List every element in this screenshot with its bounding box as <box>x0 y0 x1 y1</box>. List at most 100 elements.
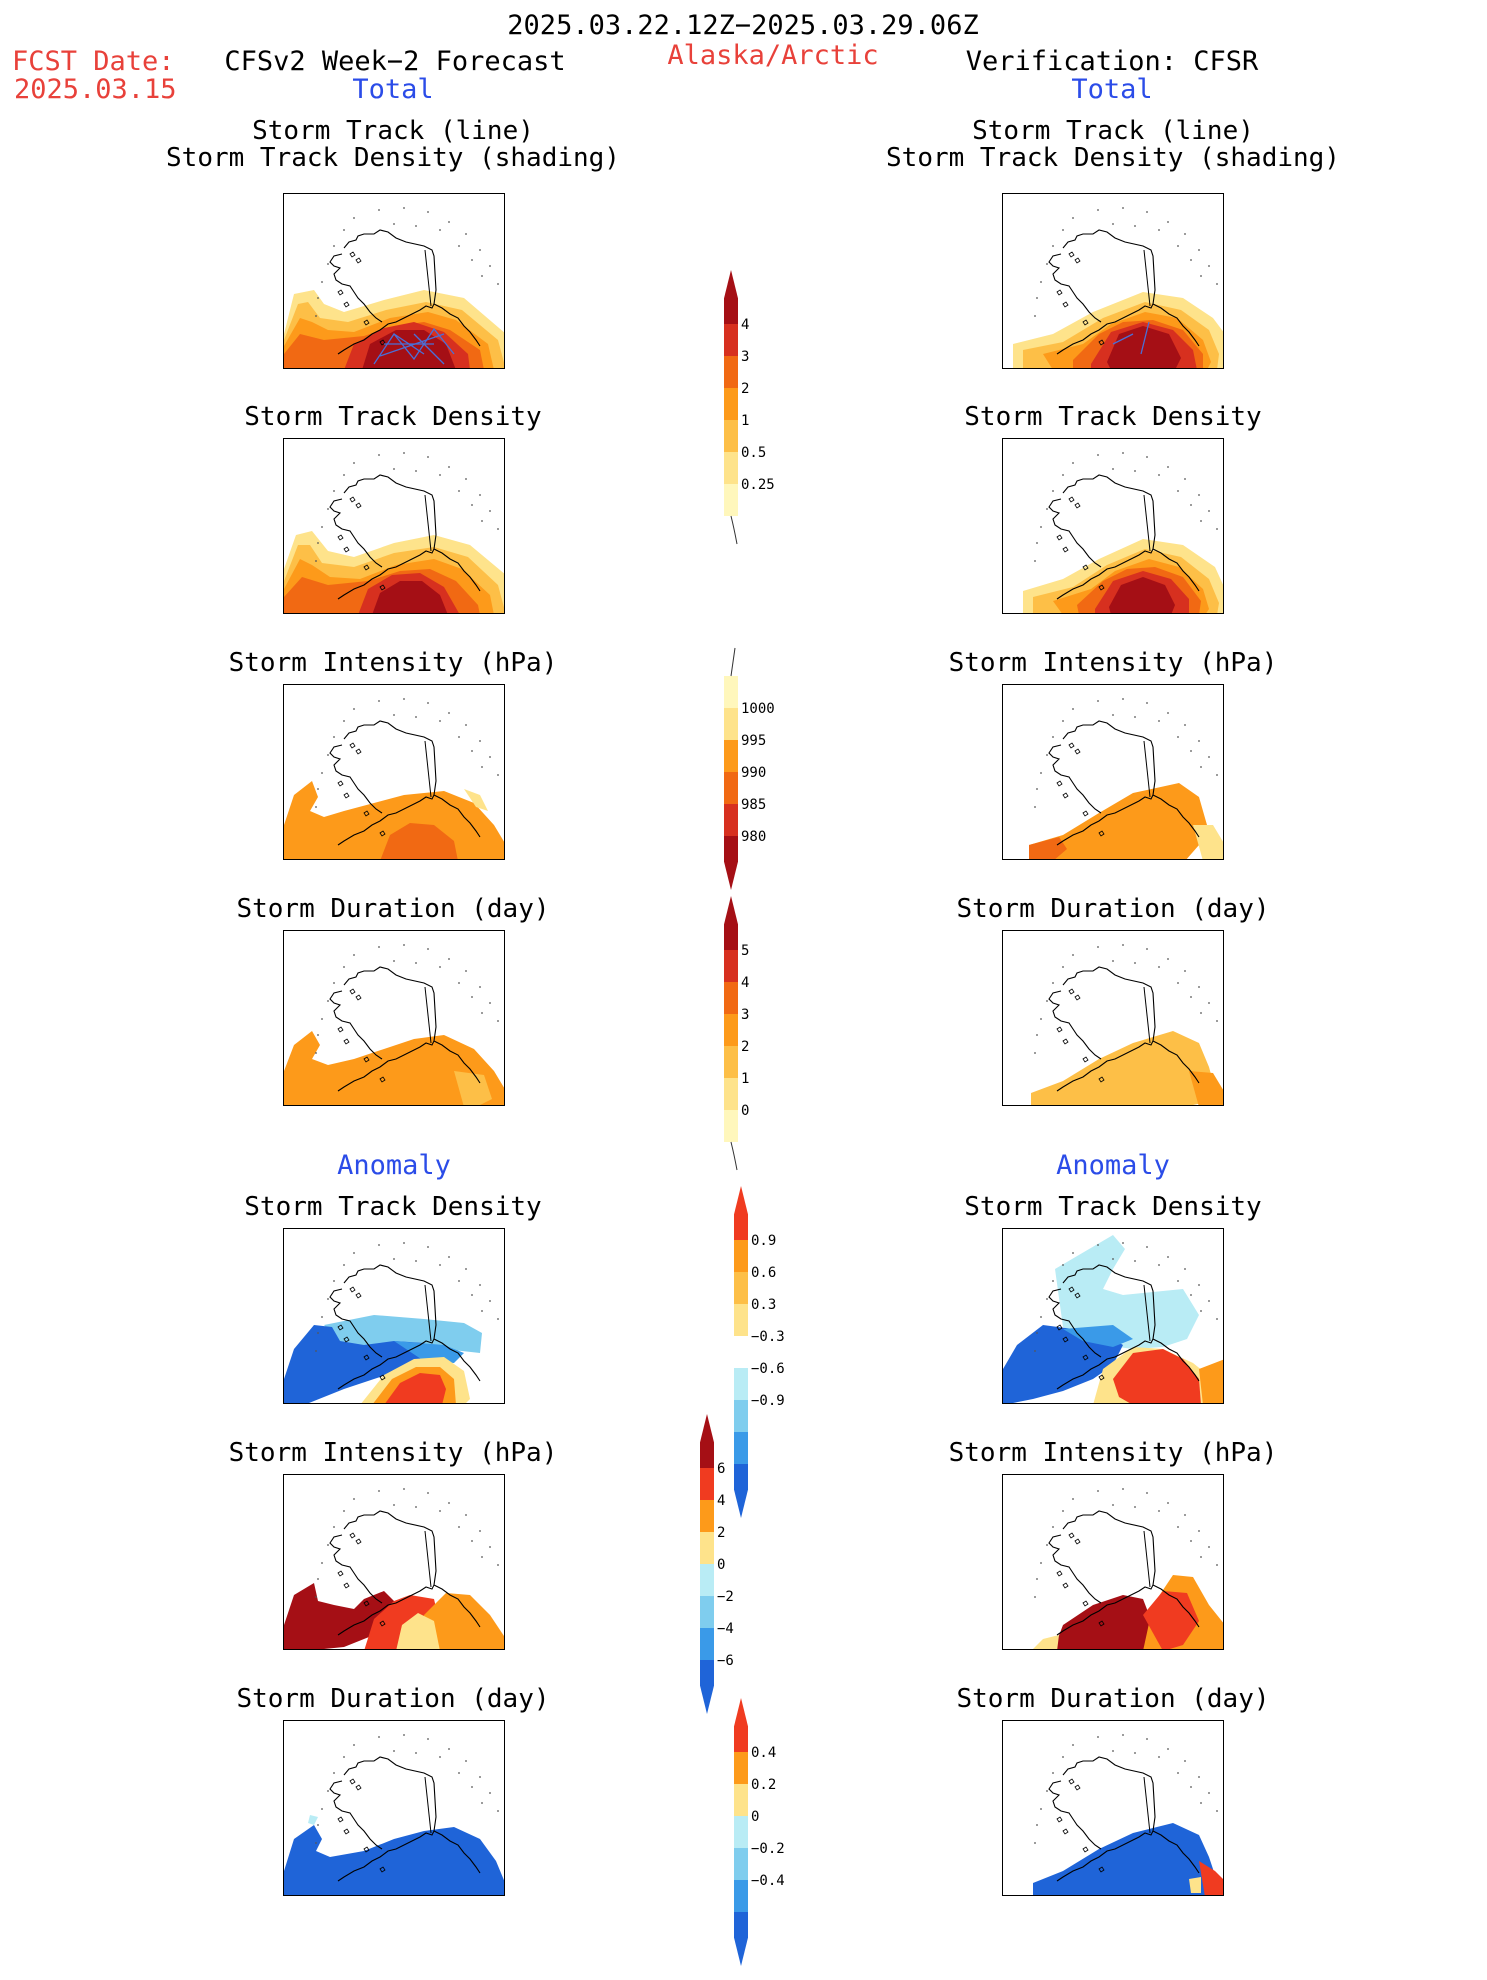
grid-dot <box>1062 474 1064 476</box>
island <box>1068 1532 1075 1539</box>
colorbar-tick-label: −4 <box>717 1621 734 1637</box>
grid-dot <box>458 1280 460 1282</box>
colorbar-segment <box>724 896 738 950</box>
island <box>355 1292 362 1299</box>
grid-dot <box>481 1012 483 1014</box>
grid-dot <box>393 960 395 962</box>
colorbar-segment <box>734 1848 748 1880</box>
grid-dot <box>479 494 481 496</box>
map-canvas <box>284 1242 499 1403</box>
grid-dot <box>1134 1260 1136 1262</box>
grid-dot <box>458 245 460 247</box>
grid-dot <box>471 996 473 998</box>
map-forecast-anom-duration <box>283 1720 505 1896</box>
grid-dot <box>1158 966 1160 968</box>
grid-dot <box>1097 1244 1099 1246</box>
colorbar-segment <box>724 1078 738 1110</box>
grid-dot <box>1190 259 1192 261</box>
border-line <box>1143 986 1151 1044</box>
grid-dot <box>378 700 380 702</box>
map-verification-duration <box>1002 930 1224 1106</box>
map-verification-anom-duration <box>1002 1720 1224 1896</box>
grid-dot <box>448 1256 450 1258</box>
colorbar-segment <box>700 1660 714 1714</box>
island <box>337 1026 344 1033</box>
grid-dot <box>353 708 355 710</box>
island <box>1098 1866 1105 1873</box>
island <box>363 810 370 817</box>
island <box>1098 1374 1105 1381</box>
grid-dot <box>1200 520 1202 522</box>
grid-dot <box>479 986 481 988</box>
colorbar-svg: 0.9 0.6 0.3 −0.3 −0.6 −0.9 <box>734 1186 785 1518</box>
grid-dot <box>1072 217 1074 219</box>
border-line <box>1143 494 1151 552</box>
grid-dot <box>1052 982 1054 984</box>
colorbar-segment <box>700 1500 714 1532</box>
border-line <box>1143 1284 1151 1342</box>
grid-dot <box>415 716 417 718</box>
grid-dot <box>343 1264 345 1266</box>
grid-dot <box>327 1298 329 1300</box>
shading-region <box>1033 1635 1059 1649</box>
colorbar-segment <box>724 676 738 708</box>
island <box>337 289 344 296</box>
grid-dot <box>1200 1012 1202 1014</box>
colorbar-segment <box>734 1784 748 1816</box>
grid-dot <box>353 1498 355 1500</box>
colorbar-tick-label: 990 <box>741 765 766 781</box>
grid-dot <box>1034 1052 1036 1054</box>
grid-dot <box>317 1332 319 1334</box>
colorbar-segment <box>700 1532 714 1564</box>
coastline <box>1048 1510 1200 1636</box>
island <box>349 1778 356 1785</box>
grid-dot <box>343 966 345 968</box>
shading-region <box>1189 1877 1201 1893</box>
grid-dot <box>458 1526 460 1528</box>
coastline <box>329 1510 481 1636</box>
grid-dot <box>458 490 460 492</box>
grid-dot <box>489 510 491 512</box>
grid-dot <box>1134 962 1136 964</box>
colorbar-segment <box>724 950 738 982</box>
island <box>337 780 344 787</box>
grid-dot <box>439 474 441 476</box>
colorbar-tick-label: 0 <box>751 1809 759 1825</box>
coastline <box>1048 1756 1200 1882</box>
grid-dot <box>1198 1530 1200 1532</box>
colorbar-segment <box>734 1240 748 1272</box>
grid-dot <box>343 474 345 476</box>
island <box>343 792 350 799</box>
colorbar-tick-label: −0.6 <box>751 1361 785 1377</box>
grid-dot <box>403 1488 405 1490</box>
colorbar-duration: 5 4 3 2 1 0 <box>724 890 804 1178</box>
forecast-title: CFSv2 Week−2 Forecast <box>224 46 566 77</box>
shading-region <box>1199 1861 1223 1895</box>
colorbar-tick-label: 995 <box>741 733 766 749</box>
island <box>1056 1026 1063 1033</box>
colorbar-segment <box>724 324 738 356</box>
grid-dot <box>1040 1316 1042 1318</box>
grid-dot <box>1034 1842 1036 1844</box>
colorbar-tick-label: 0 <box>717 1557 725 1573</box>
grid-dot <box>427 211 429 213</box>
grid-dot <box>1158 1264 1160 1266</box>
colorbar-segment <box>734 1752 748 1784</box>
grid-dot <box>1034 315 1036 317</box>
colorbar-segment <box>734 1912 748 1966</box>
grid-dot <box>317 1578 319 1580</box>
map-canvas <box>1029 698 1223 859</box>
coastline <box>329 966 481 1092</box>
grid-dot <box>489 1792 491 1794</box>
island <box>1074 502 1081 509</box>
grid-dot <box>1052 490 1054 492</box>
island <box>355 994 362 1001</box>
coastline <box>329 720 481 846</box>
colorbar-segment <box>734 1400 748 1432</box>
shading-region <box>1063 1325 1133 1347</box>
grid-dot <box>1040 1562 1042 1564</box>
grid-dot <box>1146 1492 1148 1494</box>
shading-region <box>362 330 456 368</box>
colorbar-segment <box>724 270 738 324</box>
island <box>1082 1846 1089 1853</box>
